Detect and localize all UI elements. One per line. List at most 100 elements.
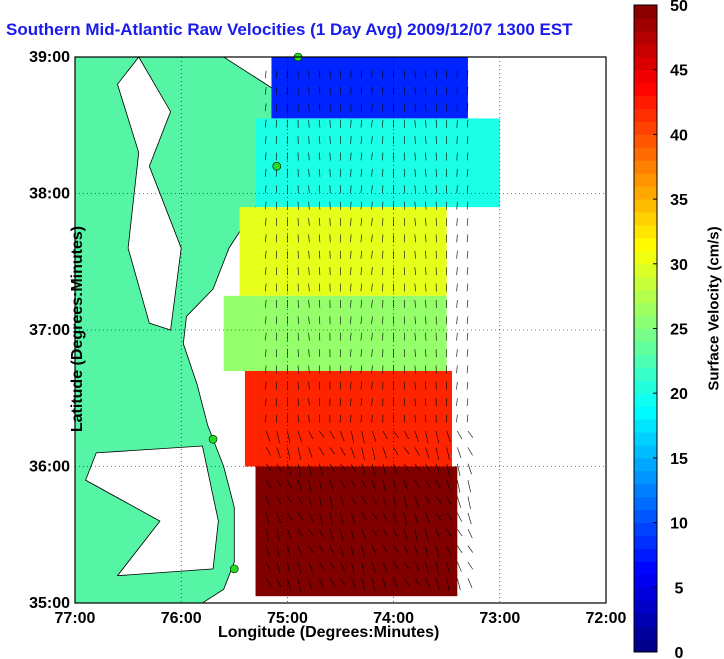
velocity-vector bbox=[308, 578, 312, 591]
velocity-vector bbox=[456, 414, 458, 423]
velocity-vector bbox=[287, 447, 291, 460]
velocity-vector bbox=[414, 168, 416, 177]
velocity-vector bbox=[425, 103, 427, 112]
velocity-region bbox=[244, 370, 453, 467]
colorbar-band bbox=[634, 328, 657, 342]
velocity-vector bbox=[403, 529, 408, 541]
velocity-vector bbox=[308, 349, 310, 357]
velocity-vector bbox=[318, 365, 321, 374]
velocity-vector bbox=[360, 87, 363, 95]
velocity-vector bbox=[287, 578, 291, 591]
colorbar-band bbox=[634, 315, 657, 329]
velocity-vector bbox=[456, 267, 458, 276]
colorbar-band bbox=[634, 522, 657, 537]
velocity-vector bbox=[466, 70, 469, 79]
velocity-vector bbox=[264, 168, 267, 177]
x-tick-label: 75:00 bbox=[267, 610, 308, 627]
y-tick-label: 38:00 bbox=[29, 186, 70, 203]
velocity-vector bbox=[265, 316, 267, 325]
velocity-vector bbox=[318, 299, 321, 308]
velocity-vector bbox=[329, 70, 331, 79]
velocity-vector bbox=[361, 512, 367, 521]
velocity-vector bbox=[371, 349, 373, 357]
velocity-region bbox=[223, 295, 447, 371]
colorbar-band bbox=[634, 587, 657, 601]
velocity-vector bbox=[414, 316, 416, 325]
colorbar-band bbox=[634, 5, 657, 19]
colorbar-band bbox=[634, 367, 657, 381]
velocity-vector bbox=[414, 70, 416, 79]
velocity-vector bbox=[435, 561, 439, 575]
colorbar-band bbox=[634, 173, 657, 187]
colorbar-band bbox=[634, 108, 657, 122]
velocity-vector bbox=[276, 430, 280, 444]
velocity-vector bbox=[403, 398, 406, 407]
velocity-vector bbox=[382, 447, 387, 459]
x-axis-label: Longitude (Degrees:Minutes) bbox=[218, 624, 440, 641]
velocity-vector bbox=[371, 103, 373, 112]
velocity-vector bbox=[318, 70, 321, 79]
velocity-region bbox=[255, 466, 458, 597]
velocity-vector bbox=[372, 447, 376, 460]
x-tick-label: 74:00 bbox=[373, 610, 414, 627]
velocity-vector bbox=[297, 447, 301, 460]
velocity-vector bbox=[414, 365, 416, 374]
velocity-vector bbox=[457, 447, 462, 459]
velocity-vector bbox=[287, 529, 292, 540]
velocity-vector bbox=[318, 103, 321, 112]
colorbar-band bbox=[634, 160, 657, 174]
velocity-vector bbox=[360, 234, 363, 243]
velocity-vector bbox=[371, 365, 373, 374]
velocity-vector bbox=[360, 119, 363, 128]
velocity-vector bbox=[466, 201, 469, 210]
colorbar-band bbox=[634, 237, 657, 252]
colorbar-band bbox=[634, 419, 657, 433]
velocity-vector bbox=[360, 70, 363, 79]
colorbar-tick-label: 20 bbox=[670, 386, 688, 403]
velocity-vector bbox=[275, 250, 278, 259]
velocity-vector bbox=[425, 218, 427, 226]
velocity-vector bbox=[340, 512, 344, 526]
colorbar-band bbox=[634, 289, 657, 304]
velocity-vector bbox=[318, 185, 321, 194]
velocity-vector bbox=[360, 218, 363, 226]
velocity-vector bbox=[372, 512, 378, 520]
velocity-vector bbox=[350, 545, 354, 559]
velocity-vector bbox=[446, 578, 450, 591]
colorbar-band bbox=[634, 250, 657, 265]
velocity-vector bbox=[350, 578, 356, 588]
velocity-vector bbox=[456, 349, 458, 357]
velocity-vector bbox=[414, 381, 416, 390]
velocity-vector bbox=[329, 529, 334, 541]
x-tick-label: 73:00 bbox=[479, 610, 520, 627]
velocity-vector bbox=[466, 349, 469, 357]
velocity-vector bbox=[297, 496, 303, 506]
velocity-vector bbox=[371, 332, 373, 341]
velocity-vector bbox=[360, 414, 363, 423]
velocity-vector bbox=[297, 398, 299, 407]
velocity-vector bbox=[467, 463, 472, 475]
velocity-vector bbox=[329, 430, 335, 440]
velocity-vector bbox=[467, 430, 474, 438]
velocity-vector bbox=[340, 479, 346, 489]
velocity-vector bbox=[466, 365, 469, 374]
velocity-vector bbox=[371, 283, 373, 292]
velocity-vector bbox=[425, 87, 427, 95]
velocity-vector bbox=[414, 250, 416, 259]
velocity-vector bbox=[414, 447, 420, 456]
velocity-vector bbox=[381, 70, 384, 79]
velocity-vector bbox=[308, 480, 312, 493]
velocity-vector bbox=[265, 299, 267, 308]
velocity-vector bbox=[435, 463, 440, 475]
velocity-vector bbox=[414, 267, 416, 276]
velocity-vector bbox=[265, 283, 267, 292]
velocity-vector bbox=[361, 529, 366, 540]
velocity-vector bbox=[435, 447, 440, 460]
velocity-vector bbox=[371, 267, 373, 275]
velocity-vector bbox=[265, 381, 267, 390]
velocity-vector bbox=[308, 430, 314, 440]
velocity-vector bbox=[340, 447, 346, 456]
velocity-vector bbox=[360, 283, 363, 292]
colorbar-band bbox=[634, 43, 657, 58]
